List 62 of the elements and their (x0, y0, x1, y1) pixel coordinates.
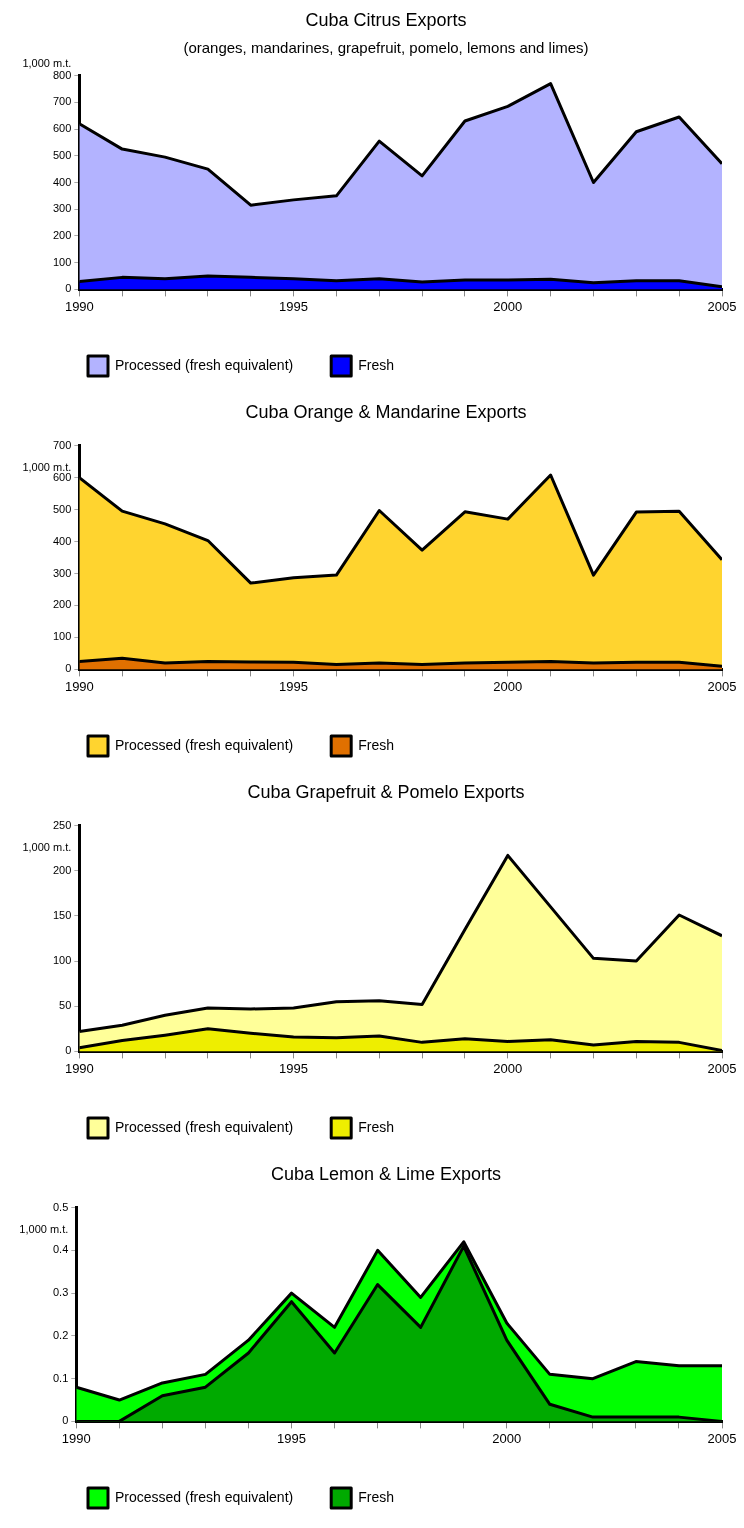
legend-label: Fresh (358, 1488, 394, 1505)
y-tick-label: 0 (65, 662, 72, 675)
y-tick-label: 600 (52, 470, 72, 483)
x-tick-label: 2000 (493, 298, 523, 314)
x-tick-label: 1995 (279, 1060, 309, 1076)
x-tick-label: 1995 (279, 298, 309, 314)
y-tick-label: 0 (65, 1044, 72, 1057)
y-tick-label: 600 (52, 122, 72, 135)
legend-label: Fresh (358, 1118, 394, 1135)
y-axis-title: 1,000 m.t. (22, 56, 72, 69)
x-tick-label: 2000 (493, 678, 523, 694)
y-tick-label: 100 (52, 630, 72, 643)
y-tick-label: 100 (52, 255, 72, 268)
y-axis-title: 1,000 m.t. (19, 1222, 69, 1235)
y-tick-label: 200 (52, 228, 72, 241)
y-axis-title: 1,000 m.t. (22, 460, 72, 473)
y-tick-label: 700 (52, 95, 72, 108)
y-tick-label: 250 (52, 818, 72, 831)
y-tick-label: 300 (52, 202, 72, 215)
legend-label: Fresh (358, 736, 394, 753)
x-tick-label: 1990 (64, 678, 94, 694)
legend-label: Processed (fresh equivalent) (115, 356, 294, 373)
y-tick-label: 50 (59, 999, 72, 1012)
y-tick-label: 0 (65, 282, 72, 295)
y-tick-label: 500 (52, 148, 72, 161)
x-tick-label: 1990 (61, 1430, 91, 1446)
x-tick-label: 1995 (277, 1430, 306, 1446)
y-tick-label: 150 (52, 908, 72, 921)
y-tick-label: 0.5 (52, 1200, 69, 1213)
y-tick-label: 400 (52, 534, 72, 547)
chart-subtitle: (oranges, mandarines, grapefruit, pomelo, lemons and limes) (183, 38, 589, 56)
x-tick-label: 2005 (707, 678, 737, 694)
y-tick-label: 300 (52, 566, 72, 579)
chart-title: Cuba Orange & Mandarine Exports (245, 401, 527, 422)
y-tick-label: 700 (52, 438, 72, 451)
x-tick-label: 2005 (707, 298, 737, 314)
y-tick-label: 500 (52, 502, 72, 515)
y-tick-label: 400 (52, 175, 72, 188)
x-tick-label: 1995 (279, 678, 309, 694)
y-tick-label: 0.1 (52, 1371, 69, 1384)
chart-title: Cuba Citrus Exports (305, 9, 467, 30)
legend-label: Processed (fresh equivalent) (115, 736, 294, 753)
x-tick-label: 2005 (707, 1060, 737, 1076)
y-axis-title: 1,000 m.t. (22, 840, 72, 853)
y-tick-label: 0.3 (52, 1286, 69, 1299)
y-tick-label: 0 (62, 1414, 69, 1427)
chart-title: Cuba Grapefruit & Pomelo Exports (247, 781, 525, 802)
y-tick-label: 800 (52, 68, 72, 81)
y-tick-label: 0.2 (52, 1328, 69, 1341)
x-tick-label: 2000 (492, 1430, 522, 1446)
y-tick-label: 100 (52, 954, 72, 967)
legend-label: Fresh (358, 356, 394, 373)
y-tick-label: 0.4 (52, 1243, 69, 1256)
legend-label: Processed (fresh equivalent) (115, 1488, 294, 1505)
x-tick-label: 1990 (64, 1060, 94, 1076)
y-tick-label: 200 (52, 863, 72, 876)
y-tick-label: 200 (52, 598, 72, 611)
x-tick-label: 2005 (707, 1430, 737, 1446)
x-tick-label: 2000 (493, 1060, 523, 1076)
chart-title: Cuba Lemon & Lime Exports (270, 1163, 502, 1184)
x-tick-label: 1990 (64, 298, 94, 314)
legend-label: Processed (fresh equivalent) (115, 1118, 294, 1135)
